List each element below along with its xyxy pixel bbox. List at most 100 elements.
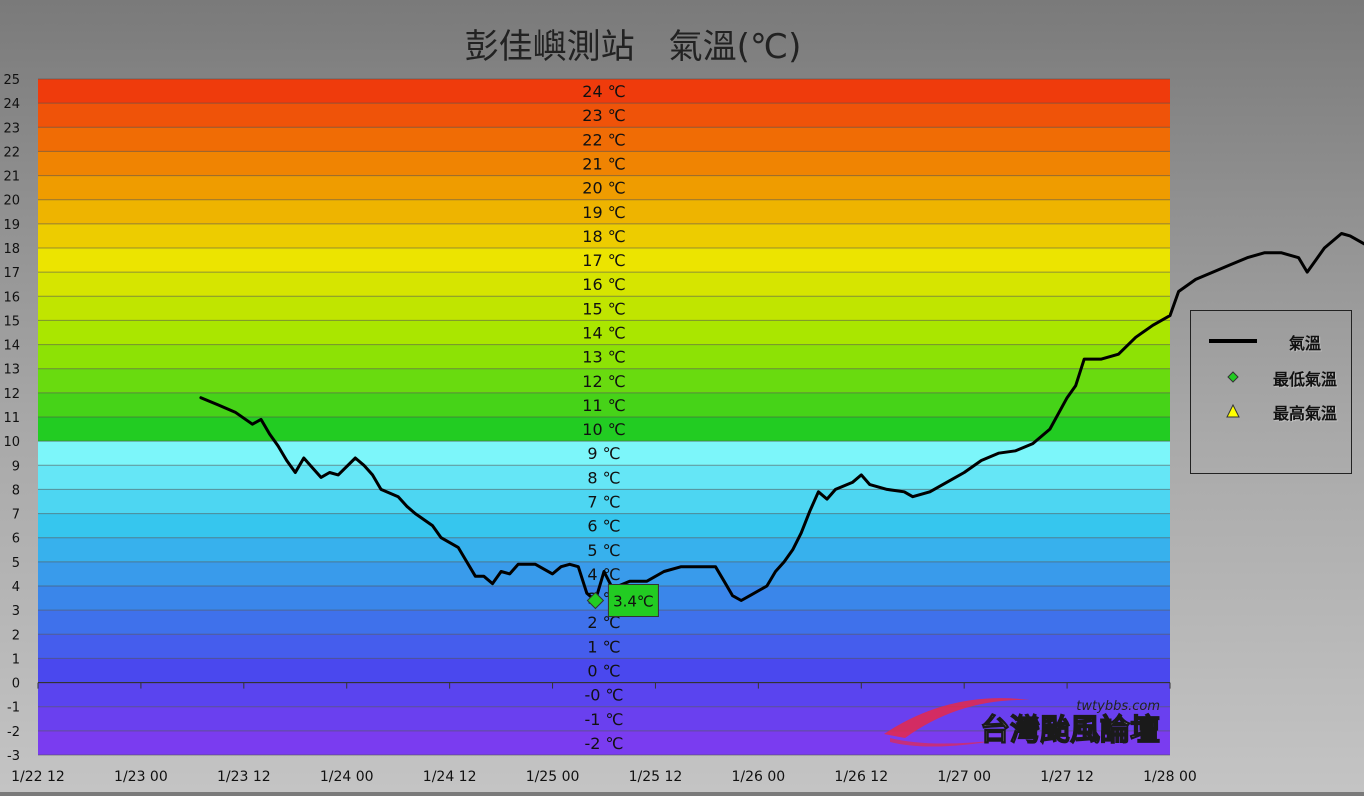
data-point (1263, 252, 1265, 254)
x-tick-label: 1/24 00 (320, 769, 374, 785)
band-label: 6 ℃ (587, 517, 620, 536)
series-line-temperature (199, 232, 1364, 602)
min-callout-label: 3.4℃ (613, 592, 654, 610)
band-label: 23 ℃ (582, 106, 625, 125)
data-point (723, 580, 725, 582)
band-19 (38, 199, 1170, 224)
data-point (1015, 450, 1017, 452)
data-point (457, 546, 459, 548)
band-label: 16 ℃ (582, 275, 625, 294)
band-label: 21 ℃ (582, 155, 625, 174)
y-tick-label: 25 (3, 73, 20, 88)
band--2 (38, 706, 1170, 731)
band-label: -0 ℃ (584, 686, 623, 705)
band-label: -2 ℃ (584, 734, 623, 753)
data-point (1117, 353, 1120, 355)
data-point (200, 397, 202, 399)
watermark-swoosh (884, 698, 1030, 738)
data-point (371, 474, 374, 476)
band-3 (38, 586, 1170, 611)
data-point (1169, 315, 1171, 317)
data-point (1195, 278, 1197, 280)
data-point (697, 566, 699, 568)
x-tick-label: 1/26 12 (834, 769, 888, 785)
band-21 (38, 151, 1170, 176)
band-10 (38, 417, 1170, 442)
data-point (440, 537, 442, 539)
y-tick-label: 22 (3, 145, 20, 160)
y-tick-label: 13 (3, 363, 20, 378)
data-point (886, 488, 888, 491)
band-label: 22 ℃ (582, 130, 625, 149)
data-point (251, 423, 253, 425)
data-point (380, 488, 382, 491)
legend-label-min: 最低氣溫 (1272, 370, 1337, 389)
data-point (1298, 257, 1300, 259)
legend-item-min: 最低氣溫 (1191, 361, 1351, 391)
watermark-site: twtybbs.com (1076, 699, 1160, 714)
data-point (852, 481, 854, 483)
min-callout-box (607, 583, 659, 617)
x-tick-label: 1/26 00 (732, 769, 786, 785)
data-point (740, 599, 742, 602)
data-point (354, 457, 356, 459)
data-point (466, 561, 468, 563)
data-point (260, 418, 262, 421)
band-label: 17 ℃ (582, 251, 625, 270)
band-label: 15 ℃ (582, 299, 625, 318)
y-tick-label: 15 (3, 314, 20, 329)
band-label: -1 ℃ (584, 710, 623, 729)
band-label: 10 ℃ (582, 420, 625, 439)
data-point (903, 491, 905, 493)
data-point (1323, 247, 1325, 249)
x-tick-label: 1/28 00 (1143, 769, 1197, 785)
y-tick-label: 6 (12, 532, 20, 547)
data-point (1315, 259, 1317, 261)
data-point (1280, 252, 1283, 254)
data-point (912, 496, 914, 498)
data-point (834, 488, 837, 491)
y-tick-label: 19 (3, 218, 20, 233)
data-point (749, 595, 751, 597)
data-point (663, 570, 665, 573)
data-point (1152, 324, 1154, 326)
data-point (1083, 358, 1085, 360)
y-axis: 2524232221201918171615141312111098765432… (3, 73, 20, 764)
y-tick-label: -1 (7, 701, 20, 716)
data-point (817, 491, 819, 493)
data-point (980, 459, 982, 462)
legend-triangle-icon (1226, 403, 1240, 418)
band-2 (38, 610, 1170, 635)
data-point (551, 573, 554, 575)
band-14 (38, 320, 1170, 345)
y-tick-label: 24 (3, 97, 20, 112)
legend: 氣溫 最低氣溫 最高氣溫 (1190, 310, 1352, 474)
band-8 (38, 465, 1170, 490)
y-tick-label: 2 (12, 628, 20, 643)
band-18 (38, 223, 1170, 248)
band-5 (38, 537, 1170, 562)
data-point (286, 459, 288, 462)
data-point (311, 467, 314, 469)
band-label: 11 ℃ (582, 396, 625, 415)
x-tick-label: 1/23 12 (217, 769, 271, 785)
y-tick-label: 11 (3, 411, 20, 426)
x-axis: 1/22 12 1/23 00 1/23 12 1/24 00 1/24 12 1/25 … (11, 682, 1197, 785)
band-12 (38, 368, 1170, 393)
data-point (766, 585, 768, 587)
data-point (397, 496, 399, 498)
data-point (714, 566, 717, 568)
x-tick-label: 1/25 00 (526, 769, 580, 785)
chart-title: 彭佳嶼測站 氣溫(℃) (465, 27, 802, 67)
band-16 (38, 272, 1170, 297)
data-point (869, 484, 871, 486)
data-point (1100, 358, 1102, 360)
legend-label-max: 最高氣溫 (1272, 404, 1337, 423)
band-label: 13 ℃ (582, 348, 625, 367)
band-label: 12 ℃ (582, 372, 625, 391)
y-tick-label: 23 (3, 121, 20, 136)
data-point (328, 471, 331, 474)
band-label: 20 ℃ (582, 179, 625, 198)
x-tick-label: 1/27 00 (937, 769, 991, 785)
gridlines (38, 78, 1170, 756)
